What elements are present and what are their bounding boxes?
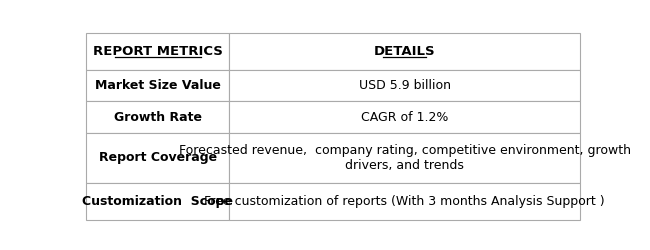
Text: CAGR of 1.2%: CAGR of 1.2% — [361, 110, 448, 124]
Bar — [229, 183, 580, 220]
Text: Free customization of reports (With 3 months Analysis Support ): Free customization of reports (With 3 mo… — [204, 195, 605, 208]
Text: Customization  Scope: Customization Scope — [83, 195, 233, 208]
Bar — [229, 33, 580, 70]
Bar — [86, 183, 229, 220]
Bar — [229, 101, 580, 133]
Text: Report Coverage: Report Coverage — [99, 152, 217, 164]
Text: REPORT METRICS: REPORT METRICS — [93, 45, 223, 58]
Bar — [86, 101, 229, 133]
Bar — [229, 133, 580, 183]
Bar — [86, 70, 229, 101]
Text: DETAILS: DETAILS — [374, 45, 436, 58]
Bar — [86, 33, 229, 70]
Text: USD 5.9 billion: USD 5.9 billion — [359, 79, 450, 92]
Text: Forecasted revenue,  company rating, competitive environment, growth
drivers, an: Forecasted revenue, company rating, comp… — [179, 144, 630, 172]
Text: Growth Rate: Growth Rate — [114, 110, 202, 124]
Text: Market Size Value: Market Size Value — [95, 79, 221, 92]
Bar — [86, 133, 229, 183]
Bar — [229, 70, 580, 101]
